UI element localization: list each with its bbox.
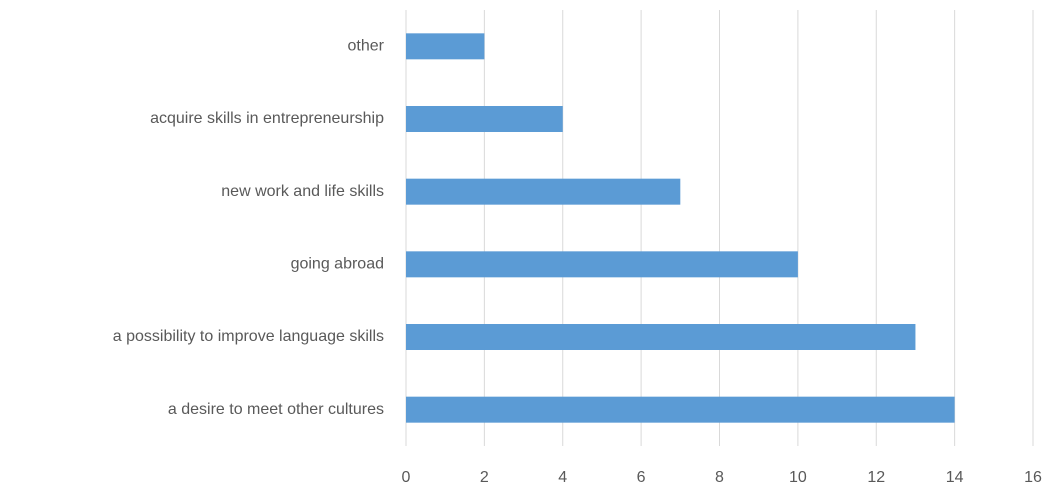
bar xyxy=(406,396,955,423)
y-tick-label: other xyxy=(348,38,385,55)
x-tick-label: 8 xyxy=(715,469,724,486)
y-tick-label: a desire to meet other cultures xyxy=(168,401,384,418)
bar xyxy=(406,324,916,350)
x-tick-label: 10 xyxy=(789,469,807,486)
y-tick-label: acquire skills in entrepreneurship xyxy=(150,110,384,127)
y-tick-label: new work and life skills xyxy=(221,183,384,200)
y-tick-label: going abroad xyxy=(291,256,384,273)
x-tick-label: 14 xyxy=(946,469,964,486)
x-tick-label: 4 xyxy=(558,469,567,486)
x-tick-label: 6 xyxy=(637,469,646,486)
y-tick-label: a possibility to improve language skills xyxy=(113,328,384,345)
bar xyxy=(406,106,563,132)
x-tick-label: 2 xyxy=(480,469,489,486)
x-tick-label: 16 xyxy=(1024,469,1042,486)
bar xyxy=(406,251,798,278)
x-tick-label: 12 xyxy=(867,469,885,486)
bar xyxy=(406,33,485,60)
bar xyxy=(406,178,681,205)
x-tick-label: 0 xyxy=(402,469,411,486)
